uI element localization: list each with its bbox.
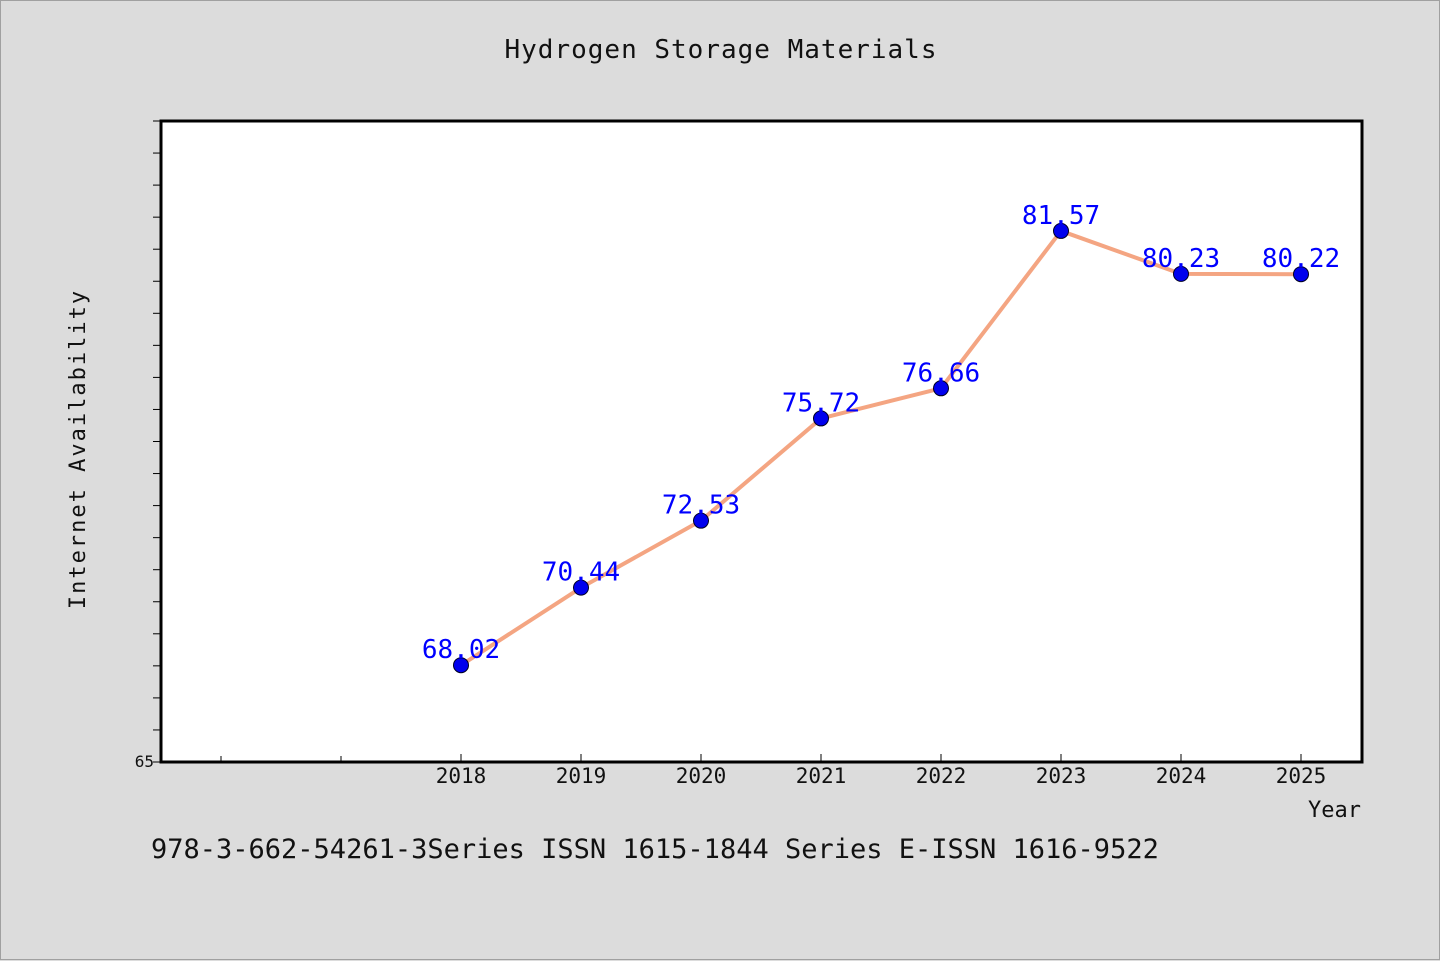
data-label-2019: 70.44 [542,558,620,588]
data-label-layer: 68.02 70.44 72.53 75.72 76.66 81.57 80.23 80.22 [422,201,1340,665]
y-axis-label: Internet Availability [66,289,91,609]
data-label-2025: 80.22 [1262,244,1340,274]
data-point-2021 [813,410,829,427]
data-point-2024 [1173,265,1189,282]
x-tick-label-2020: 2020 [676,764,727,788]
x-tick-label-2025: 2025 [1276,764,1327,788]
data-point-2020 [693,512,709,529]
marker-layer [453,222,1309,674]
x-tick-label-2023: 2023 [1036,764,1087,788]
data-point-2025 [1293,266,1309,283]
data-point-2019 [573,579,589,596]
plot-area [159,119,1364,764]
x-axis-label: Year [1308,798,1361,823]
data-point-2018 [453,657,469,674]
x-tick-label-2019: 2019 [556,764,607,788]
data-label-2021: 75.72 [782,388,860,418]
series-line [459,228,1302,667]
data-label-2023: 81.57 [1022,201,1100,231]
data-point-2023 [1053,222,1069,239]
x-tick-label-2022: 2022 [916,764,967,788]
x-tick-label-2018: 2018 [436,764,487,788]
chart-title: Hydrogen Storage Materials [504,35,938,65]
footer-isbn-text: 978-3-662-54261-3Series ISSN 1615-1844 S… [151,834,1159,865]
data-label-2020: 72.53 [662,491,740,521]
series-layer [459,228,1302,667]
x-tick-label-2024: 2024 [1156,764,1207,788]
x-axis-minor-ticks [220,756,342,762]
y-axis-ticks [153,120,161,763]
x-axis-tick-labels: 2018 2019 2020 2021 2022 2023 2024 2025 [436,754,1327,788]
y-tick-label-65: 65 [135,752,154,771]
data-label-2024: 80.23 [1142,244,1220,274]
x-tick-label-2021: 2021 [796,764,847,788]
data-point-2022 [933,380,949,397]
data-label-2018: 68.02 [422,635,500,665]
data-label-2022: 76.66 [902,358,980,388]
